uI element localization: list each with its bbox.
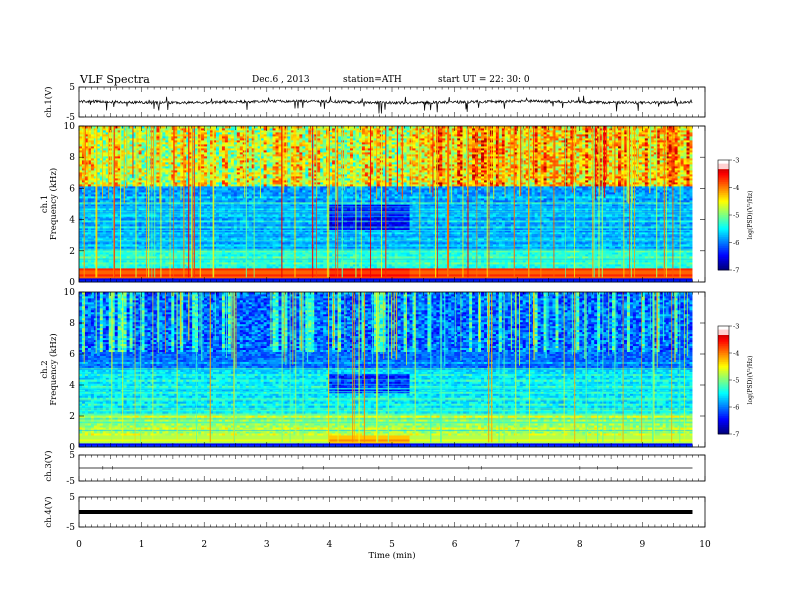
y-tick-label: 4	[69, 381, 75, 391]
colorbar-tick-label: -5	[733, 212, 739, 220]
spectrogram-ylabel: Frequency (kHz)	[48, 333, 59, 405]
colorbar-label: log(PSD)(V²/Hz)	[747, 191, 754, 240]
ch1-colorbar: -3 -4 -5 -6 -7 log(PSD)(V²/Hz)	[718, 157, 754, 275]
time-axis: 0 1 2 3 4 5 6 7 8 9 10	[76, 540, 711, 550]
y-tick-label: 8	[69, 153, 75, 163]
ch4-waveform-panel: 5 -5	[66, 493, 705, 533]
y-tick-label: 5	[69, 451, 75, 461]
y-tick-label: -5	[66, 477, 75, 487]
colorbar-tick-label: -6	[733, 239, 739, 247]
x-tick-label: 4	[327, 540, 333, 550]
y-tick-label: 10	[64, 122, 76, 132]
station-label: station=ATH	[343, 75, 402, 85]
colorbar-label: log(PSD)(V²/Hz)	[747, 356, 754, 405]
ch4-waveform-ylabel: ch.4(V)	[43, 496, 54, 527]
vlf-spectra-figure: VLF Spectra Dec.6 , 2013 station=ATH sta…	[0, 0, 792, 612]
x-tick-label: 6	[452, 540, 458, 550]
colorbar-tick-label: -5	[733, 377, 739, 385]
colorbar-tick-label: -3	[733, 157, 739, 165]
time-axis-label: Time (min)	[368, 550, 415, 561]
colorbar-tick-label: -7	[733, 431, 739, 439]
colorbar-tick-label: -3	[733, 323, 739, 331]
figure-title: VLF Spectra	[79, 73, 150, 86]
x-tick-label: 8	[577, 540, 583, 550]
start-time-label: start UT = 22: 30: 0	[438, 75, 530, 85]
x-tick-label: 2	[201, 540, 207, 550]
x-tick-label: 3	[264, 540, 270, 550]
ch3-waveform-panel: 5 -5	[66, 451, 705, 487]
x-tick-label: 5	[389, 540, 395, 550]
ch3-waveform-ylabel: ch.3(V)	[43, 450, 54, 481]
x-tick-label: 7	[514, 540, 520, 550]
y-tick-label: 5	[69, 83, 75, 93]
y-tick-label: 5	[69, 493, 75, 503]
no-data-region	[692, 292, 705, 447]
colorbar-tick-label: -7	[733, 267, 739, 275]
no-data-region	[692, 126, 705, 282]
ch1-waveform-panel: 5-5	[66, 83, 705, 123]
y-tick-label: 6	[69, 184, 75, 194]
ch2-colorbar: -3 -4 -5 -6 -7 log(PSD)(V²/Hz)	[718, 323, 754, 439]
colorbar-tick-label: -4	[733, 184, 739, 192]
spectrogram-ylabel: Frequency (kHz)	[48, 168, 59, 240]
y-tick-label: 0	[69, 278, 75, 288]
y-tick-label: 10	[64, 288, 76, 298]
y-tick-label: 8	[69, 319, 75, 329]
y-tick-label: 6	[69, 350, 75, 360]
x-tick-label: 0	[76, 540, 82, 550]
y-tick-label: 2	[69, 247, 75, 257]
y-tick-label: -5	[66, 523, 75, 533]
y-tick-label: 4	[69, 216, 75, 226]
x-tick-label: 10	[699, 540, 711, 550]
x-tick-label: 9	[640, 540, 646, 550]
x-tick-label: 1	[139, 540, 145, 550]
ch1-waveform-ylabel: ch.1(V)	[43, 86, 54, 117]
date-label: Dec.6 , 2013	[252, 75, 310, 85]
colorbar-tick-label: -6	[733, 404, 739, 412]
y-tick-label: 2	[69, 412, 75, 422]
waveform-trace	[79, 96, 692, 114]
colorbar-tick-label: -4	[733, 350, 739, 358]
